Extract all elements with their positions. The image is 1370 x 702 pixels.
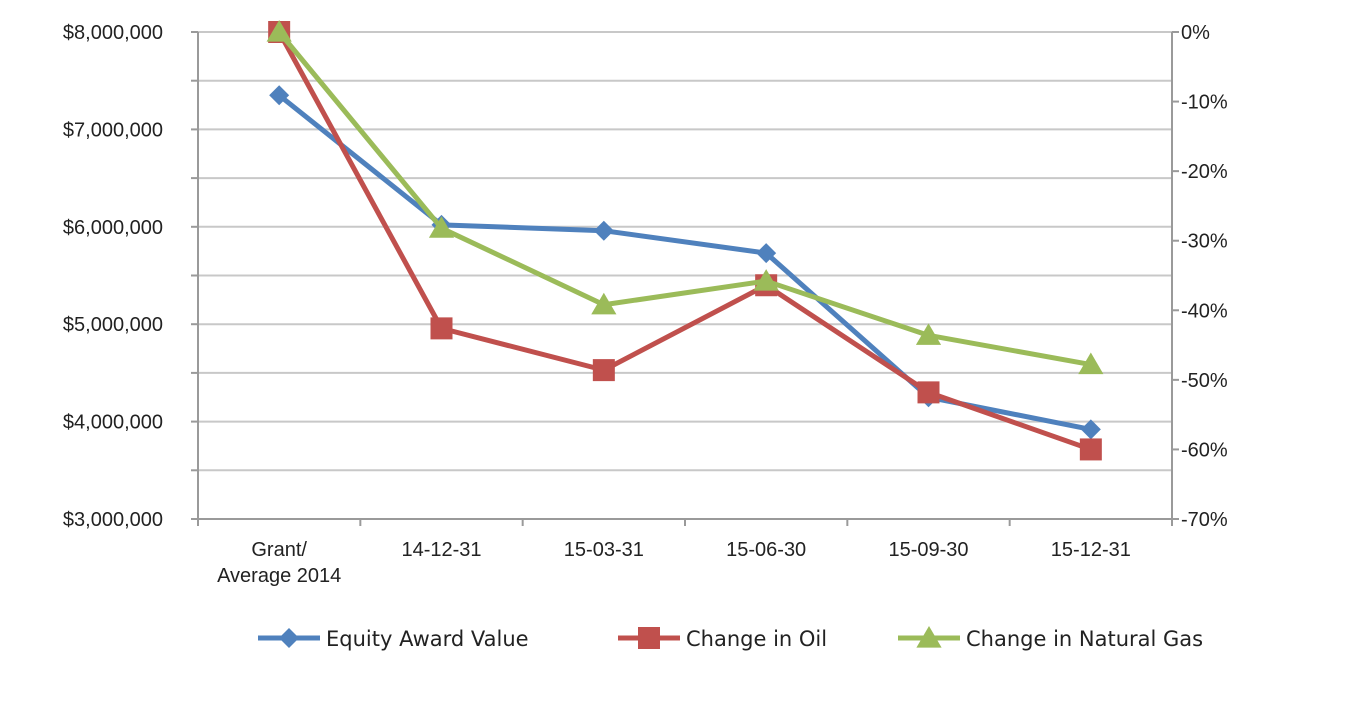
data-point [1078,352,1104,375]
legend-marker [916,626,942,648]
left-tick-label: $6,000,000 [63,217,163,239]
left-tick-label: $3,000,000 [63,509,163,531]
data-point [753,269,779,291]
right-tick-label: -10% [1181,92,1228,114]
x-axis-tick-labels: Grant/Average 2014 14-12-31 15-03-31 15-06-… [217,539,1131,587]
right-tick-label: -60% [1181,439,1228,461]
data-point [1079,438,1102,461]
left-tick-label: $7,000,000 [63,119,163,141]
legend-label: Change in Oil [686,627,827,651]
x-tick-label: 14-12-31 [401,539,481,561]
series-line [276,30,1092,452]
data-point [1080,419,1101,440]
right-tick-label: -30% [1181,231,1228,253]
legend: Equity Award Value Change in Oil Change in… [258,626,1203,651]
legend-item: Change in Natural Gas [898,626,1203,651]
right-tick-label: 0% [1181,22,1210,44]
left-tick-label: $8,000,000 [63,22,163,44]
x-tick-label: 15-06-30 [726,539,806,561]
series-line [277,30,1092,368]
right-tick-label: -40% [1181,300,1228,322]
legend-marker [638,627,660,649]
series-change-in-natural-gas [266,20,1104,375]
right-tick-label: -50% [1181,370,1228,392]
data-point [917,381,940,404]
x-tick-label: 15-12-31 [1051,539,1131,561]
right-tick-label: -20% [1181,161,1228,183]
data-point [430,317,453,340]
legend-label: Change in Natural Gas [966,627,1203,651]
data-point [756,243,777,264]
left-tick-label: $4,000,000 [63,412,163,434]
data-point [593,220,614,241]
legend-item: Change in Oil [618,627,827,651]
series [266,20,1104,461]
legend-marker [279,628,299,648]
data-point [269,85,290,106]
left-tick-label: $5,000,000 [63,314,163,336]
legend-label: Equity Award Value [326,627,529,651]
legend-item: Equity Award Value [258,627,529,651]
series-line [277,93,1092,432]
data-point [915,323,942,345]
series-equity-award-value [269,85,1101,440]
data-point [592,359,615,382]
axes [191,31,1179,526]
x-tick-label: Grant/Average 2014 [217,539,341,587]
x-tick-label: 15-03-31 [564,539,644,561]
x-tick-label: 15-09-30 [888,539,968,561]
gridlines [198,31,1172,472]
right-tick-label: -70% [1181,509,1228,531]
data-point [428,216,455,238]
left-axis-tick-labels: $3,000,000 $4,000,000 $5,000,000 $6,000,000… [63,22,163,531]
data-point [266,20,292,42]
data-point [591,292,617,315]
right-axis-tick-labels: -70% -60% -50% -40% -30% -20% -10% 0% [1181,22,1228,531]
